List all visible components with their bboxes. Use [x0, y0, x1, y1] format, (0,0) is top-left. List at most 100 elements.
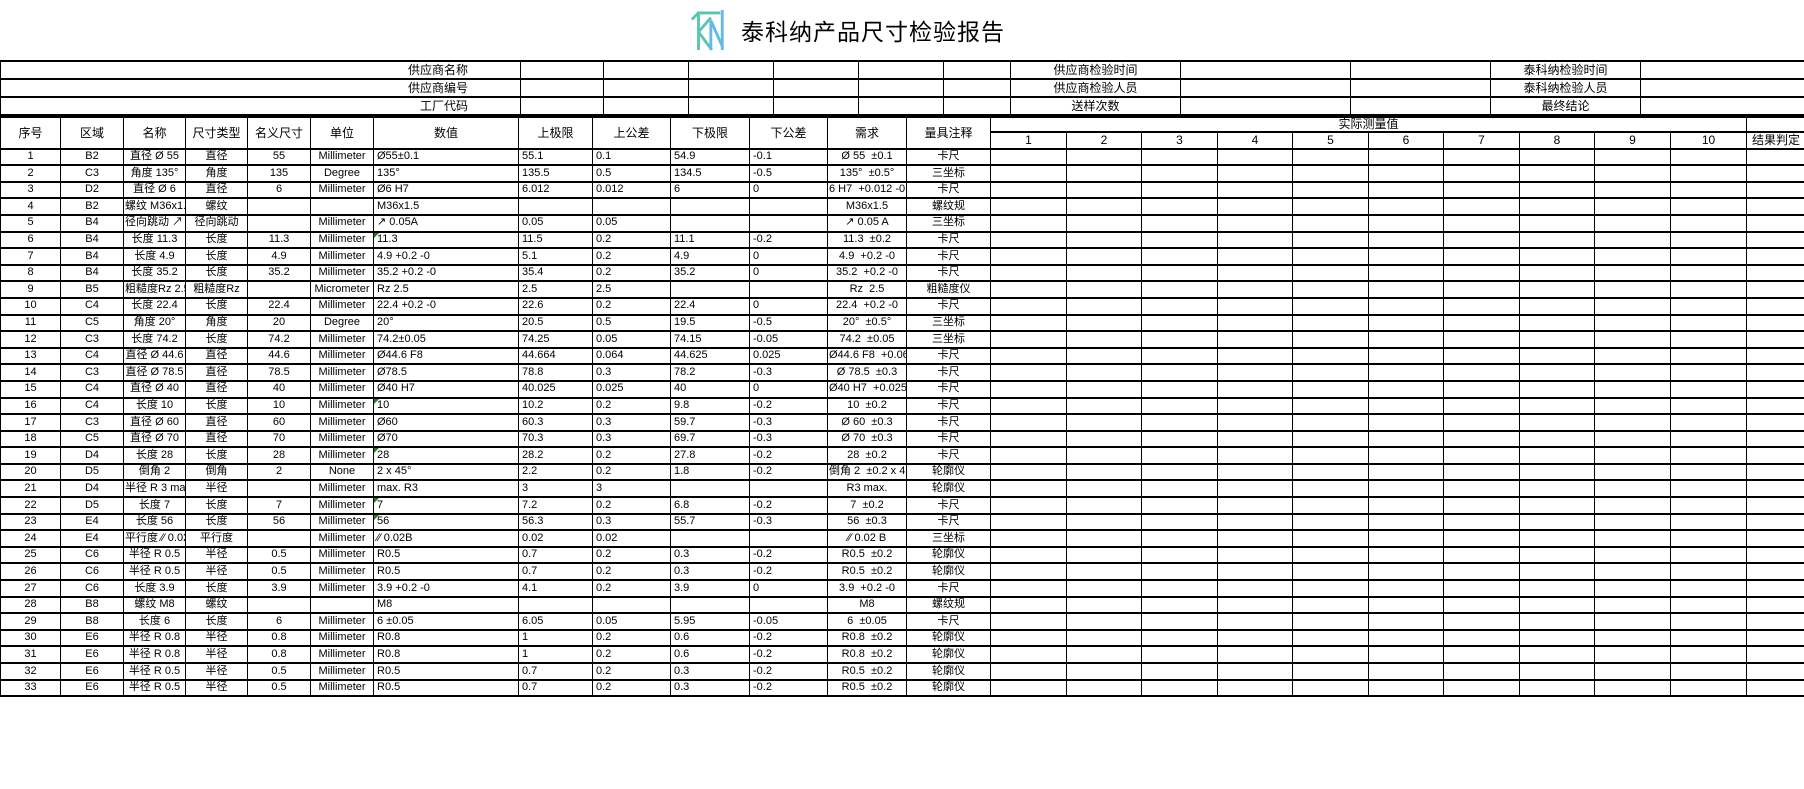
cell-value[interactable]: 35.2 +0.2 -0: [373, 263, 519, 283]
cell-dim_type[interactable]: 直径: [185, 147, 248, 167]
cell-measure-1[interactable]: [990, 247, 1067, 266]
cell-value[interactable]: R0.5: [373, 562, 519, 582]
cell-seq[interactable]: 2: [0, 164, 61, 183]
col-header-nominal[interactable]: 名义尺寸: [247, 116, 311, 150]
cell-measure-8[interactable]: [1519, 330, 1595, 349]
cell-measure-9[interactable]: [1594, 579, 1671, 598]
cell-upper_tol[interactable]: [592, 197, 671, 216]
cell-measure-5[interactable]: [1292, 579, 1369, 598]
cell-measure-8[interactable]: [1519, 462, 1595, 482]
cell-gauge[interactable]: 轮廓仪: [906, 628, 991, 648]
info-blank-cell[interactable]: [943, 60, 1011, 80]
cell-measure-4[interactable]: [1217, 496, 1293, 515]
cell-seq[interactable]: 10: [0, 296, 61, 316]
cell-lower_tol[interactable]: -0.2: [749, 462, 828, 482]
cell-measure-8[interactable]: [1519, 645, 1595, 664]
cell-name[interactable]: 半径 R 0.5: [123, 662, 186, 681]
cell-measure-3[interactable]: [1141, 280, 1218, 299]
cell-measure-9[interactable]: [1594, 147, 1671, 167]
cell-value[interactable]: 22.4 +0.2 -0: [373, 296, 519, 316]
cell-measure-9[interactable]: [1594, 612, 1671, 631]
cell-value[interactable]: 135°: [373, 164, 519, 183]
cell-name[interactable]: 直径 Ø 70: [123, 429, 186, 449]
cell-measure-8[interactable]: [1519, 263, 1595, 283]
cell-measure-5[interactable]: [1292, 413, 1369, 432]
cell-lower_tol[interactable]: -0.5: [749, 313, 828, 333]
cell-measure-8[interactable]: [1519, 446, 1595, 465]
cell-measure-2[interactable]: [1066, 579, 1142, 598]
cell-measure-1[interactable]: [990, 313, 1067, 333]
cell-lower_tol[interactable]: -0.2: [749, 678, 828, 698]
cell-dim_type[interactable]: 长度: [185, 330, 248, 349]
cell-measure-5[interactable]: [1292, 296, 1369, 316]
cell-value[interactable]: Ø78.5: [373, 363, 519, 382]
cell-upper[interactable]: 135.5: [518, 164, 593, 183]
cell-measure-6[interactable]: [1368, 346, 1444, 366]
cell-measure-1[interactable]: [990, 512, 1067, 532]
cell-dim_type[interactable]: 长度: [185, 230, 248, 250]
col-header-measure-5[interactable]: 5: [1292, 130, 1369, 150]
cell-req[interactable]: 11.3 ±0.2: [827, 230, 907, 250]
cell-upper_tol[interactable]: 0.3: [592, 512, 671, 532]
info-blank-cell[interactable]: [603, 60, 689, 80]
cell-measure-10[interactable]: [1669, 662, 1748, 681]
cell-value[interactable]: ∕∕ 0.02B: [373, 529, 519, 548]
cell-name[interactable]: 半径 R 0.5: [123, 562, 186, 582]
cell-name[interactable]: 螺纹 M8: [123, 595, 186, 615]
cell-measure-5[interactable]: [1292, 462, 1369, 482]
cell-result[interactable]: [1746, 147, 1804, 167]
info-blank-cell[interactable]: [1350, 78, 1491, 98]
cell-gauge[interactable]: 卡尺: [906, 230, 991, 250]
cell-area[interactable]: C6: [60, 562, 124, 582]
cell-lower_tol[interactable]: -0.2: [749, 628, 828, 648]
cell-name[interactable]: 半径 R 0.8: [123, 628, 186, 648]
cell-measure-3[interactable]: [1141, 180, 1218, 200]
cell-measure-3[interactable]: [1141, 429, 1218, 449]
cell-unit[interactable]: Millimeter: [310, 180, 374, 200]
cell-result[interactable]: [1746, 164, 1804, 183]
cell-measure-6[interactable]: [1368, 496, 1444, 515]
cell-upper[interactable]: 7.2: [518, 496, 593, 515]
cell-result[interactable]: [1746, 562, 1804, 582]
cell-measure-9[interactable]: [1594, 280, 1671, 299]
info-blank-cell[interactable]: [1350, 60, 1491, 80]
cell-measure-3[interactable]: [1141, 379, 1218, 399]
cell-measure-3[interactable]: [1141, 147, 1218, 167]
cell-measure-9[interactable]: [1594, 180, 1671, 200]
cell-measure-8[interactable]: [1519, 363, 1595, 382]
cell-measure-2[interactable]: [1066, 645, 1142, 664]
cell-measure-6[interactable]: [1368, 330, 1444, 349]
cell-dim_type[interactable]: 长度: [185, 263, 248, 283]
cell-upper_tol[interactable]: [592, 595, 671, 615]
cell-measure-2[interactable]: [1066, 446, 1142, 465]
cell-measure-8[interactable]: [1519, 479, 1595, 499]
cell-name[interactable]: 长度 3.9: [123, 579, 186, 598]
cell-measure-6[interactable]: [1368, 645, 1444, 664]
cell-gauge[interactable]: 轮廓仪: [906, 462, 991, 482]
cell-measure-6[interactable]: [1368, 197, 1444, 216]
cell-gauge[interactable]: 三坐标: [906, 313, 991, 333]
cell-measure-2[interactable]: [1066, 462, 1142, 482]
cell-measure-9[interactable]: [1594, 496, 1671, 515]
cell-measure-7[interactable]: [1443, 496, 1520, 515]
cell-upper_tol[interactable]: 0.2: [592, 263, 671, 283]
info-mid-label[interactable]: 供应商检验人员: [1010, 78, 1181, 98]
cell-area[interactable]: D2: [60, 180, 124, 200]
cell-upper[interactable]: [518, 595, 593, 615]
cell-measure-4[interactable]: [1217, 512, 1293, 532]
cell-value[interactable]: 10: [373, 396, 519, 416]
cell-seq[interactable]: 15: [0, 379, 61, 399]
col-header-lower-tol[interactable]: 下公差: [749, 116, 828, 150]
cell-name[interactable]: 平行度 ∕∕ 0.02B: [123, 529, 186, 548]
cell-measure-3[interactable]: [1141, 363, 1218, 382]
cell-upper[interactable]: 35.4: [518, 263, 593, 283]
cell-measure-10[interactable]: [1669, 462, 1748, 482]
cell-name[interactable]: 直径 Ø 78.5: [123, 363, 186, 382]
cell-unit[interactable]: Micrometer: [310, 280, 374, 299]
cell-measure-2[interactable]: [1066, 346, 1142, 366]
cell-lower[interactable]: 69.7: [670, 429, 750, 449]
cell-dim_type[interactable]: 长度: [185, 579, 248, 598]
cell-gauge[interactable]: 三坐标: [906, 330, 991, 349]
cell-measure-6[interactable]: [1368, 413, 1444, 432]
cell-name[interactable]: 角度 20°: [123, 313, 186, 333]
